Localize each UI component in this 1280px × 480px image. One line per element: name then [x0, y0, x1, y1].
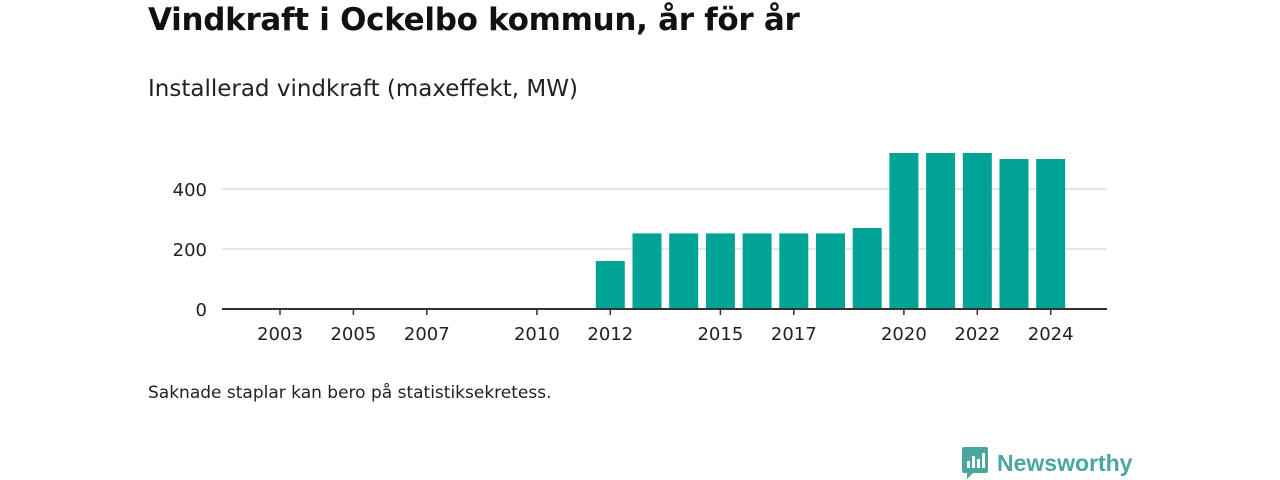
x-tick-label: 2005 [330, 324, 376, 345]
bar-2024 [1036, 159, 1066, 309]
x-tick-label: 2003 [257, 324, 303, 345]
x-axis-ticks: 2003 2005 2007 2010 2012 2015 2017 2020 2022 2024 [257, 309, 1074, 345]
y-tick-label: 400 [173, 180, 207, 201]
bar-2013 [632, 233, 662, 309]
bar-2015 [705, 233, 735, 309]
y-tick-label: 0 [196, 300, 207, 321]
footnote: Saknade staplar kan bero på statistiksek… [148, 383, 552, 403]
x-tick-label: 2012 [587, 324, 633, 345]
brand-name: Newsworthy [997, 449, 1133, 476]
brand-logo[interactable]: Newsworthy [961, 446, 1132, 480]
y-tick-label: 200 [173, 240, 207, 261]
x-tick-label: 2024 [1028, 324, 1074, 345]
bar-2022 [962, 153, 992, 309]
chart-subtitle: Installerad vindkraft (maxeffekt, MW) [148, 76, 578, 102]
bar-2018 [816, 233, 845, 309]
bar-chart: 0 200 400 2003 2005 2007 2010 2012 2015 2017 2020… [173, 153, 1107, 345]
bars [595, 153, 1066, 309]
bar-2012 [595, 261, 625, 309]
bar-2016 [742, 233, 772, 309]
bar-2017 [779, 233, 809, 309]
x-tick-label: 2017 [771, 324, 817, 345]
x-tick-label: 2010 [514, 324, 560, 345]
x-tick-label: 2020 [881, 324, 927, 345]
x-tick-label: 2022 [954, 324, 1000, 345]
newsworthy-logo-icon [962, 447, 988, 479]
bar-2019 [852, 228, 882, 309]
chart-title: Vindkraft i Ockelbo kommun, år för år [148, 2, 800, 38]
bar-2021 [926, 153, 956, 309]
x-tick-label: 2015 [697, 324, 743, 345]
bar-2014 [669, 233, 699, 309]
grid-lines [222, 188, 1107, 250]
x-tick-label: 2007 [404, 324, 450, 345]
bar-2023 [999, 159, 1029, 309]
y-axis-ticks: 0 200 400 [173, 180, 207, 321]
bar-2020 [889, 153, 919, 309]
